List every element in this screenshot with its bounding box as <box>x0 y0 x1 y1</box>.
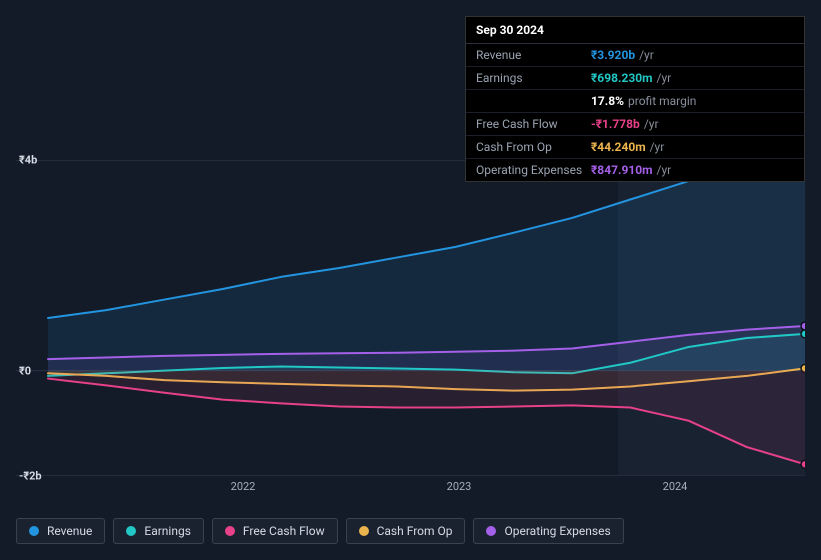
tooltip-row: Earnings₹698.230m/yr <box>466 67 804 90</box>
legend-swatch <box>29 526 39 536</box>
financials-chart[interactable]: ₹4b₹0-₹2b202220232024 <box>16 160 805 476</box>
tooltip-row: Free Cash Flow-₹1.778b/yr <box>466 113 804 136</box>
legend-label: Cash From Op <box>377 524 453 538</box>
tooltip-row: Operating Expenses₹847.910m/yr <box>466 159 804 181</box>
legend-item[interactable]: Operating Expenses <box>473 518 623 544</box>
tooltip-metric-label: Cash From Op <box>476 140 591 154</box>
y-axis-label: ₹0 <box>19 364 31 377</box>
legend-item[interactable]: Cash From Op <box>346 518 466 544</box>
chart-legend: Revenue Earnings Free Cash Flow Cash From O… <box>16 518 624 544</box>
legend-swatch <box>225 526 235 536</box>
tooltip-metric-label: Revenue <box>476 48 591 62</box>
tooltip-metric-value: ₹847.910m/yr <box>591 163 671 177</box>
tooltip-metric-label: Free Cash Flow <box>476 117 591 131</box>
legend-label: Free Cash Flow <box>243 524 325 538</box>
x-axis-label: 2023 <box>447 480 472 493</box>
tooltip-metric-value: 17.8%profit margin <box>591 94 696 108</box>
tooltip-row: Revenue₹3.920b/yr <box>466 44 804 67</box>
series-end-marker-op_exp <box>801 322 805 330</box>
tooltip-metric-value: ₹698.230m/yr <box>591 71 671 85</box>
tooltip-metric-value: -₹1.778b/yr <box>591 117 659 131</box>
tooltip-metric-label: Earnings <box>476 71 591 85</box>
legend-swatch <box>359 526 369 536</box>
legend-label: Revenue <box>47 524 92 538</box>
y-axis-label: ₹4b <box>19 154 37 167</box>
y-axis-label: -₹2b <box>19 470 42 483</box>
legend-label: Earnings <box>144 524 191 538</box>
x-axis-label: 2024 <box>663 480 688 493</box>
tooltip-date: Sep 30 2024 <box>466 17 804 44</box>
tooltip-row: Cash From Op₹44.240m/yr <box>466 136 804 159</box>
tooltip-metric-label <box>476 94 591 108</box>
series-end-marker-fcf <box>801 460 805 468</box>
legend-item[interactable]: Earnings <box>113 518 204 544</box>
tooltip-row: 17.8%profit margin <box>466 90 804 113</box>
tooltip-metric-value: ₹3.920b/yr <box>591 48 654 62</box>
legend-swatch <box>126 526 136 536</box>
hover-tooltip: Sep 30 2024 Revenue₹3.920b/yrEarnings₹69… <box>465 16 805 182</box>
chart-svg <box>16 160 805 476</box>
legend-swatch <box>486 526 496 536</box>
legend-label: Operating Expenses <box>504 524 610 538</box>
legend-item[interactable]: Revenue <box>16 518 105 544</box>
legend-item[interactable]: Free Cash Flow <box>212 518 338 544</box>
x-axis-label: 2022 <box>231 480 256 493</box>
series-end-marker-earnings <box>801 330 805 338</box>
tooltip-metric-value: ₹44.240m/yr <box>591 140 664 154</box>
tooltip-metric-label: Operating Expenses <box>476 163 591 177</box>
